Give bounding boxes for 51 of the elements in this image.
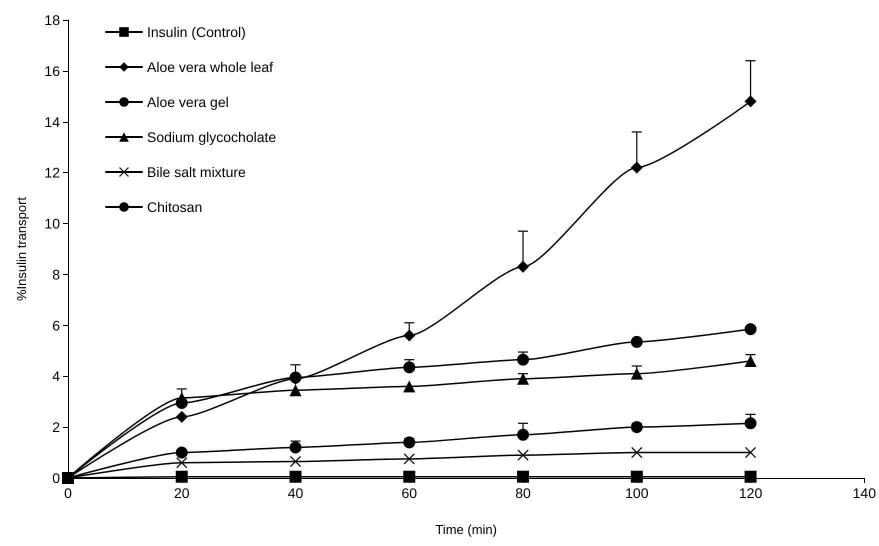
x-tick-label: 120 — [738, 485, 762, 501]
point — [744, 323, 757, 336]
y-tick-label: 14 — [44, 114, 60, 130]
point — [744, 95, 757, 108]
point — [290, 470, 302, 483]
y-tick-label: 8 — [52, 266, 60, 282]
y-tick-label: 4 — [52, 368, 60, 384]
legend-label: Chitosan — [147, 199, 202, 215]
y-tick-label: 16 — [44, 62, 60, 79]
point — [62, 472, 74, 484]
point — [517, 372, 530, 385]
x-axis-title: Time (min) — [435, 522, 497, 537]
point — [631, 447, 642, 458]
x-tick-label: 60 — [401, 485, 418, 501]
legend-label: Aloe vera gel — [147, 94, 229, 110]
legend-label: Bile salt mixture — [147, 164, 246, 180]
y-tick-label: 12 — [44, 164, 60, 181]
point — [290, 441, 302, 454]
point — [630, 470, 643, 483]
y-axis-title: %Insulin transport — [14, 196, 29, 302]
y-tick-label: 18 — [44, 12, 60, 28]
y-tick-label: 10 — [44, 216, 60, 232]
y-tick-label: 2 — [52, 419, 60, 436]
legend-label: Sodium glycocholate — [147, 129, 276, 145]
point — [630, 336, 643, 348]
point — [517, 428, 530, 441]
point — [290, 384, 302, 396]
x-tick-label: 100 — [625, 485, 649, 501]
point — [517, 354, 530, 366]
x-tick-label: 20 — [174, 485, 190, 501]
y-tick-label: 6 — [52, 317, 60, 334]
x-tick-label: 40 — [288, 485, 304, 501]
legend-label: Insulin (Control) — [147, 24, 246, 40]
point — [404, 453, 415, 464]
point — [744, 470, 757, 483]
point — [517, 260, 530, 273]
point — [744, 417, 757, 430]
point — [176, 470, 188, 483]
x-tick-label: 0 — [64, 485, 72, 501]
point — [176, 410, 188, 423]
point — [403, 436, 416, 448]
x-tick-label: 80 — [515, 485, 532, 501]
point — [176, 446, 188, 459]
point — [403, 470, 416, 483]
point — [517, 470, 530, 483]
point — [403, 380, 416, 392]
y-tick-label: 0 — [52, 470, 60, 486]
legend-label: Aloe vera whole leaf — [147, 59, 274, 75]
x-tick-label: 140 — [852, 485, 876, 501]
point — [403, 361, 416, 374]
point — [518, 450, 529, 461]
